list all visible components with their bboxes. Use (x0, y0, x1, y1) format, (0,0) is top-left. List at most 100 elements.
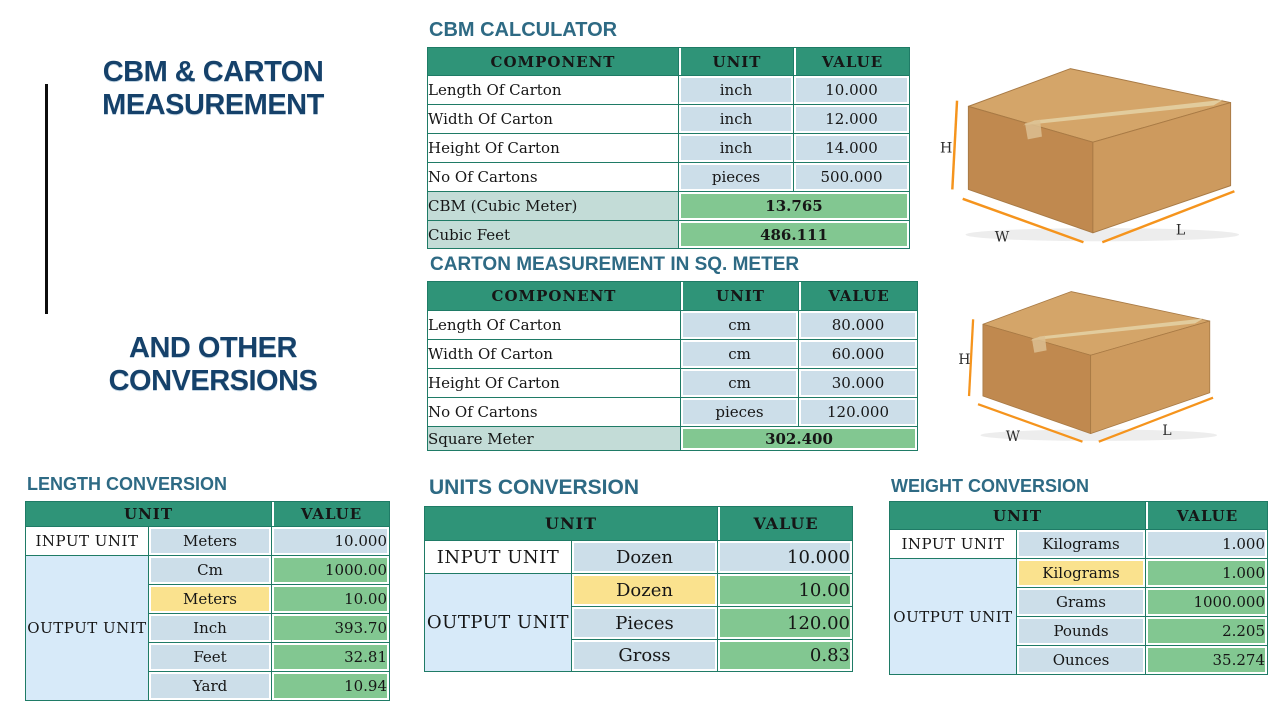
value-cell[interactable]: 12.000 (794, 105, 909, 133)
height-label: H (940, 141, 952, 157)
box-tape-stub (1024, 119, 1042, 140)
component-label: Height Of Carton (428, 134, 678, 162)
component-label: Width Of Carton (428, 340, 680, 368)
column-header-value: VALUE (1146, 502, 1268, 529)
column-header-unit: UNIT (26, 502, 272, 526)
total-row: CBM (Cubic Meter) 13.765 (428, 192, 909, 220)
output-unit-cell: Feet (149, 643, 272, 671)
output-row: Gross 0.83 (425, 640, 852, 671)
input-value-cell[interactable]: 10.000 (272, 527, 390, 555)
column-header-value: VALUE (794, 48, 909, 75)
unit-cell[interactable]: inch (679, 134, 793, 162)
output-unit-cell-highlighted: Kilograms (1017, 559, 1146, 587)
component-label: Width Of Carton (428, 105, 678, 133)
length-dimension-line (1098, 396, 1214, 443)
cbm-calculator-table: COMPONENT UNIT VALUE Length Of Carton in… (427, 47, 910, 249)
total-row: Square Meter 302.400 (428, 427, 917, 450)
box-right-face (1090, 320, 1211, 434)
total-label: Square Meter (428, 427, 680, 450)
unit-cell[interactable]: pieces (681, 398, 798, 426)
input-unit-cell[interactable]: Meters (149, 527, 272, 555)
total-row: Cubic Feet 486.111 (428, 221, 909, 248)
output-row: Grams 1000.000 (890, 588, 1268, 616)
output-unit-cell: Yard (149, 672, 272, 700)
main-subtitle-line1: AND OTHER (129, 332, 297, 364)
width-dimension-line (977, 403, 1083, 443)
output-unit-cell: Cm (149, 556, 272, 584)
value-cell[interactable]: 14.000 (794, 134, 909, 162)
output-unit-cell: Pounds (1017, 617, 1146, 645)
main-title-line2: MEASUREMENT (102, 89, 324, 121)
value-cell[interactable]: 500.000 (794, 163, 909, 191)
output-value-cell: 10.00 (272, 585, 390, 613)
output-value-cell: 35.274 (1146, 646, 1268, 674)
output-value-cell: 120.00 (718, 607, 852, 639)
total-label: CBM (Cubic Meter) (428, 192, 678, 220)
output-value-cell: 32.81 (272, 643, 390, 671)
output-value-cell: 1000.000 (1146, 588, 1268, 616)
output-row: Yard 10.94 (26, 672, 390, 700)
output-value-cell: 1.000 (1146, 559, 1268, 587)
box-shadow (965, 228, 1240, 242)
input-unit-label: INPUT UNIT (890, 530, 1016, 558)
output-row: Pounds 2.205 (890, 617, 1268, 645)
output-value-cell: 10.94 (272, 672, 390, 700)
input-unit-label: INPUT UNIT (26, 527, 148, 555)
width-label: W (1006, 429, 1021, 445)
height-label: H (958, 352, 970, 368)
units-conversion-table: UNIT VALUE INPUT UNIT Dozen 10.000 OUTPU… (424, 506, 853, 672)
input-unit-label: INPUT UNIT (425, 541, 571, 573)
column-header-value: VALUE (272, 502, 390, 526)
component-label: Length Of Carton (428, 311, 680, 339)
value-cell[interactable]: 80.000 (799, 311, 917, 339)
input-unit-cell[interactable]: Kilograms (1017, 530, 1146, 558)
output-value-cell: 0.83 (718, 640, 852, 671)
input-unit-cell[interactable]: Dozen (572, 541, 717, 573)
main-subtitle: AND OTHER CONVERSIONS (58, 332, 368, 398)
output-row: Inch 393.70 (26, 614, 390, 642)
output-row: Ounces 35.274 (890, 646, 1268, 674)
value-cell[interactable]: 120.000 (799, 398, 917, 426)
carton-box-illustration-small: H W L (958, 291, 1218, 445)
output-row: Feet 32.81 (26, 643, 390, 671)
component-label: No Of Cartons (428, 163, 678, 191)
unit-cell[interactable]: pieces (679, 163, 793, 191)
output-unit-cell-highlighted: Dozen (572, 574, 717, 606)
column-header-value: VALUE (799, 282, 917, 310)
box-tape-strip (1030, 318, 1204, 341)
unit-cell[interactable]: inch (679, 105, 793, 133)
main-title: CBM & CARTON MEASUREMENT (58, 56, 368, 122)
table-row: Length Of Carton inch 10.000 (428, 76, 909, 104)
output-value-cell: 1000.00 (272, 556, 390, 584)
unit-cell[interactable]: cm (681, 340, 798, 368)
box-shadow (980, 429, 1218, 441)
component-label: Length Of Carton (428, 76, 678, 104)
total-value-cubic-feet: 486.111 (679, 221, 909, 248)
total-value-square-meter: 302.400 (681, 427, 917, 450)
length-label: L (1176, 223, 1186, 239)
value-cell[interactable]: 60.000 (799, 340, 917, 368)
input-value-cell[interactable]: 10.000 (718, 541, 852, 573)
output-unit-cell: Grams (1017, 588, 1146, 616)
input-row: INPUT UNIT Meters 10.000 (26, 527, 390, 555)
column-header-unit: UNIT (681, 282, 798, 310)
total-label: Cubic Feet (428, 221, 678, 248)
output-value-cell: 2.205 (1146, 617, 1268, 645)
unit-cell[interactable]: cm (681, 369, 798, 397)
input-value-cell[interactable]: 1.000 (1146, 530, 1268, 558)
column-header-unit: UNIT (890, 502, 1146, 529)
unit-cell[interactable]: inch (679, 76, 793, 104)
length-dimension-line (1101, 190, 1235, 244)
weight-conversion-title: WEIGHT CONVERSION (891, 476, 1090, 496)
output-unit-cell: Ounces (1017, 646, 1146, 674)
value-cell[interactable]: 30.000 (799, 369, 917, 397)
output-row: OUTPUT UNIT Cm 1000.00 (26, 556, 390, 700)
units-conversion-title: UNITS CONVERSION (429, 476, 640, 499)
output-row-highlighted: OUTPUT UNIT Kilograms 1.000 (890, 559, 1268, 674)
value-cell[interactable]: 10.000 (794, 76, 909, 104)
unit-cell[interactable]: cm (681, 311, 798, 339)
height-dimension-line (951, 100, 959, 190)
length-conversion-title: LENGTH CONVERSION (27, 474, 228, 494)
output-unit-label: OUTPUT UNIT (26, 556, 148, 700)
table-header-row: COMPONENT UNIT VALUE (428, 282, 917, 310)
